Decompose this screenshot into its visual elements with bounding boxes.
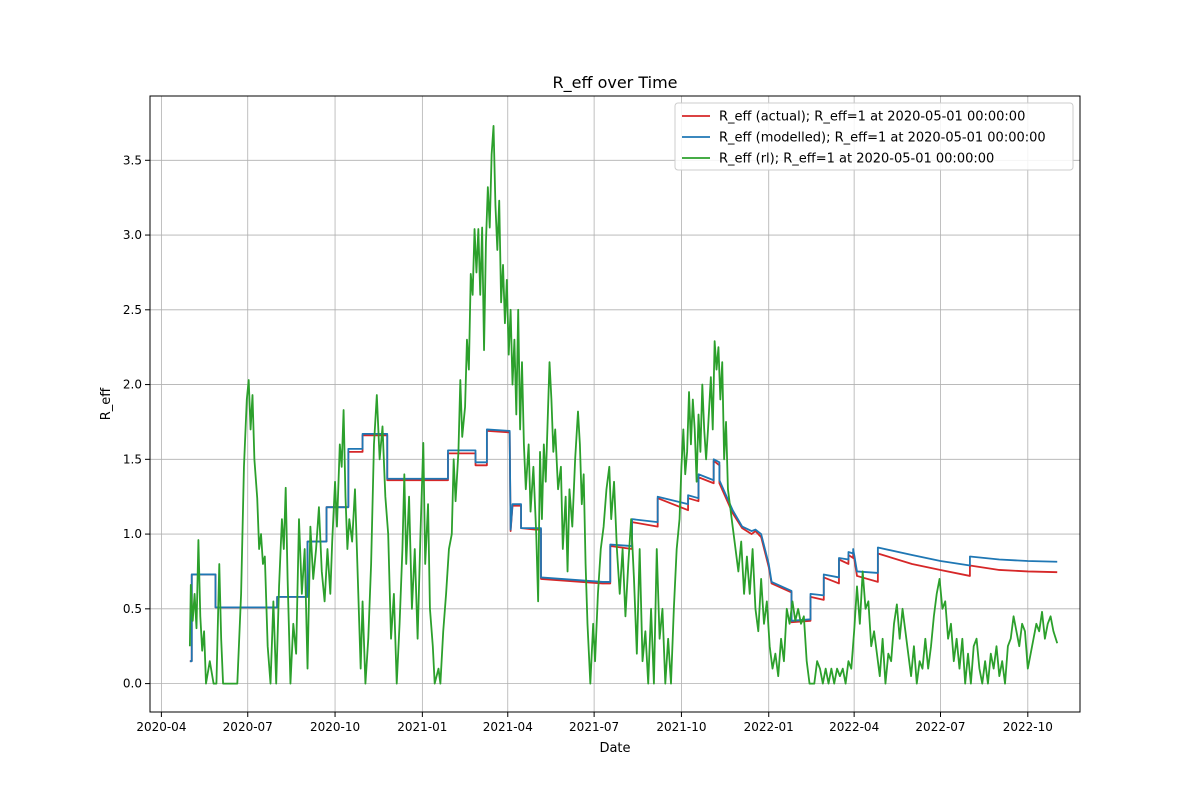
y-tick-label: 2.0 (123, 378, 142, 392)
x-tick-label: 2021-01 (397, 720, 447, 734)
legend-label: R_eff (modelled); R_eff=1 at 2020-05-01 … (719, 131, 1046, 146)
legend: R_eff (actual); R_eff=1 at 2020-05-01 00… (674, 102, 1074, 171)
x-tick-label: 2022-01 (744, 720, 794, 734)
chart-title: R_eff over Time (553, 73, 678, 93)
x-tick-label: 2020-07 (223, 720, 273, 734)
legend-label: R_eff (rl); R_eff=1 at 2020-05-01 00:00:… (719, 152, 994, 167)
x-tick-label: 2022-04 (829, 720, 879, 734)
x-tick-label: 2021-07 (569, 720, 619, 734)
y-tick-label: 1.0 (123, 527, 142, 541)
plot-frame (149, 95, 1081, 713)
y-tick-label: 3.0 (123, 228, 142, 242)
x-tick-label: 2022-07 (915, 720, 965, 734)
y-tick-label: 3.5 (123, 153, 142, 167)
series-layer (188, 125, 1059, 685)
series-line-modelled (189, 428, 1058, 663)
y-tick-label: 2.5 (123, 303, 142, 317)
x-tick-label: 2021-04 (483, 720, 533, 734)
x-axis: 2020-04 2020-07 2020-10 2021-01 2021-04 2021-… (136, 712, 1053, 734)
x-tick-label: 2020-04 (136, 720, 186, 734)
legend-box (674, 102, 1074, 171)
x-axis-label: Date (599, 741, 630, 756)
y-axis: 0.0 0.5 1.0 1.5 2.0 2.5 3.0 3.5 (123, 153, 150, 691)
y-axis-label: R_eff (99, 387, 114, 421)
y-tick-label: 0.5 (123, 602, 142, 616)
series-line-rl (188, 125, 1059, 685)
y-tick-label: 1.5 (123, 452, 142, 466)
y-tick-label: 0.0 (123, 677, 142, 691)
x-tick-label: 2022-10 (1003, 720, 1053, 734)
legend-label: R_eff (actual); R_eff=1 at 2020-05-01 00… (719, 110, 1025, 125)
x-tick-label: 2020-10 (310, 720, 360, 734)
x-tick-label: 2021-10 (656, 720, 706, 734)
